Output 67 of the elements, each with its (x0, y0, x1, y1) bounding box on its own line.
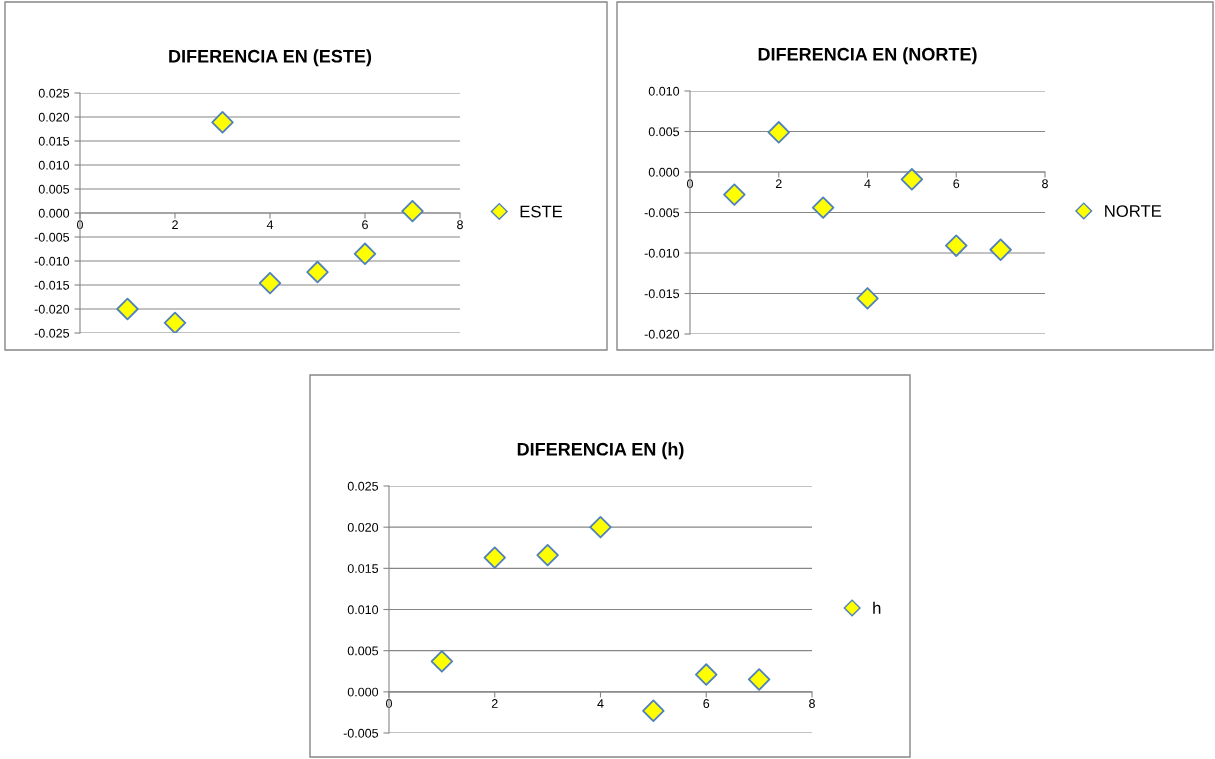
chart-title: DIFERENCIA EN (NORTE) (758, 47, 977, 65)
point (401, 199, 424, 223)
legend-label: h (873, 601, 881, 614)
y-tick-label: 0.005 (38, 184, 70, 194)
point (723, 183, 746, 206)
y-tick-label: 0.010 (38, 160, 70, 170)
y-tick-label: -0.010 (644, 248, 680, 258)
legend-label: ESTE (520, 205, 563, 218)
x-tick-label: 6 (362, 220, 368, 230)
point (989, 238, 1012, 261)
point (900, 168, 924, 191)
y-tick-label: 0.020 (38, 112, 70, 122)
point (642, 699, 665, 722)
y-tick-label: -0.005 (644, 208, 680, 218)
y-tick-label: 0.025 (38, 88, 70, 98)
y-tick-label: 0.010 (347, 605, 379, 615)
y-tick-label: -0.020 (34, 304, 70, 314)
x-tick-label: 6 (953, 179, 960, 189)
y-tick-label: 0.010 (648, 86, 680, 96)
y-tick-label: -0.020 (644, 329, 680, 339)
y-tick-label: 0.020 (347, 522, 379, 532)
x-tick-label: 4 (597, 699, 604, 708)
point (306, 260, 329, 284)
y-tick-label: -0.015 (644, 289, 680, 299)
y-tick-label: -0.010 (34, 256, 70, 266)
x-tick-label: 0 (386, 699, 392, 708)
y-tick-label: 0.005 (347, 646, 379, 656)
y-tick-label: -0.005 (34, 232, 70, 242)
point (163, 311, 187, 333)
point (811, 196, 835, 219)
y-tick-label: 0.025 (347, 481, 379, 491)
point (695, 663, 718, 686)
legend-label: NORTE (1105, 205, 1162, 217)
y-tick-label: 0.015 (38, 136, 70, 146)
y-tick-label: -0.015 (34, 280, 70, 290)
point (353, 242, 377, 266)
x-tick-label: 6 (703, 699, 710, 708)
y-tick-label: 0.000 (38, 208, 70, 218)
y-tick-label: 0.000 (347, 687, 379, 697)
y-tick-label: 0.015 (347, 564, 379, 573)
point (483, 546, 506, 569)
point (856, 287, 879, 310)
point (536, 543, 559, 567)
point (945, 234, 968, 257)
x-tick-label: 4 (864, 179, 871, 188)
x-tick-label: 0 (77, 220, 83, 230)
x-tick-label: 8 (457, 220, 463, 230)
x-tick-label: 4 (266, 220, 274, 229)
point (430, 650, 454, 673)
y-tick-label: -0.005 (343, 728, 379, 738)
x-tick-label: 2 (775, 179, 782, 188)
point (116, 297, 139, 321)
chart-title: DIFERENCIA EN (h) (517, 442, 684, 460)
point (747, 668, 771, 691)
y-tick-label: 0.005 (648, 127, 680, 137)
point (258, 271, 282, 295)
x-tick-label: 8 (1042, 179, 1048, 189)
y-tick-label: -0.025 (34, 328, 70, 338)
x-tick-label: 0 (687, 179, 693, 189)
x-tick-label: 2 (172, 220, 178, 229)
point (767, 121, 790, 144)
point (589, 515, 612, 539)
chart-title: DIFERENCIA EN (ESTE) (169, 49, 372, 67)
x-tick-label: 8 (809, 699, 815, 708)
point (211, 111, 234, 134)
y-tick-label: 0.000 (648, 167, 680, 177)
x-tick-label: 2 (491, 699, 498, 708)
